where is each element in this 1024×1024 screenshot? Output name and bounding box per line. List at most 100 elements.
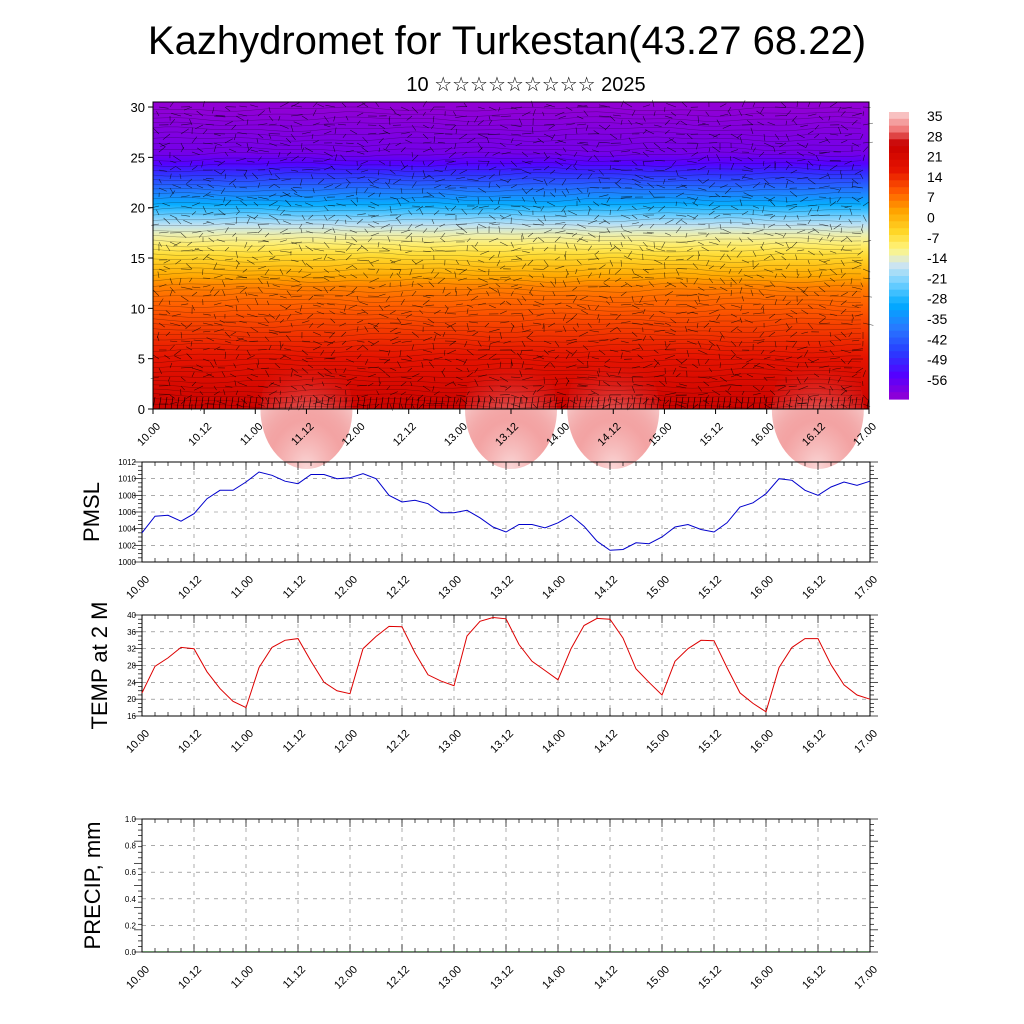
- wind-barb: [422, 295, 431, 299]
- wind-barb: [422, 385, 431, 392]
- wind-barb: [576, 173, 582, 180]
- wind-barb: [196, 184, 204, 189]
- wind-barb: [552, 291, 556, 297]
- wind-barb: [286, 151, 292, 156]
- wind-barb: [698, 303, 710, 306]
- wind-barb: [675, 258, 684, 261]
- surface-barb: [524, 396, 528, 410]
- wind-barb: [360, 245, 369, 252]
- wind-barb: [840, 169, 842, 175]
- wind-barb: [510, 184, 518, 189]
- wind-barb: [746, 120, 754, 126]
- wind-barb: [664, 232, 672, 236]
- wind-barb: [292, 187, 303, 189]
- wind-barb: [235, 337, 244, 342]
- precip-bar: [143, 951, 154, 952]
- wind-barb: [767, 223, 776, 228]
- wind-barb: [728, 111, 732, 117]
- wind-barb: [385, 181, 391, 189]
- wind-barb: [444, 213, 456, 216]
- wind-barb: [851, 142, 860, 147]
- wind-barb: [648, 205, 655, 211]
- wind-barb: [339, 375, 347, 378]
- wind-barb: [488, 343, 491, 351]
- wind-barb: [730, 319, 742, 324]
- wind-barb: [824, 282, 831, 288]
- wind-barb: [727, 106, 732, 113]
- wind-barb: [598, 104, 611, 108]
- wind-barb: [411, 304, 423, 308]
- wind-barb: [666, 282, 677, 288]
- wind-barb: [323, 165, 333, 171]
- y-tick-label: 20: [127, 695, 136, 704]
- colorbar-label: 7: [927, 189, 935, 205]
- wind-barb: [579, 295, 589, 301]
- wind-barb: [484, 151, 490, 157]
- wind-barb: [237, 113, 248, 117]
- wind-barb: [754, 364, 765, 369]
- wind-barb: [663, 178, 666, 185]
- surface-barb: [386, 396, 390, 410]
- precip-bar: [533, 951, 544, 952]
- wind-barb: [455, 358, 466, 363]
- wind-barb: [380, 223, 391, 229]
- wind-barb: [618, 367, 622, 375]
- wind-barb: [216, 401, 226, 405]
- wind-barb: [857, 250, 864, 256]
- wind-barb: [697, 340, 702, 348]
- wind-barb: [519, 370, 523, 378]
- wind-barb: [325, 104, 336, 108]
- wind-barb: [807, 259, 810, 265]
- x-tick-label: 14.00: [540, 964, 568, 992]
- wind-barb: [719, 263, 726, 270]
- wind-barb: [409, 268, 413, 276]
- wind-barb: [207, 184, 215, 189]
- precip-bar: [754, 951, 765, 952]
- wind-barb: [202, 191, 211, 198]
- surface-barb: [554, 396, 558, 410]
- wind-barb: [262, 239, 270, 243]
- wind-barb: [367, 223, 375, 228]
- wind-barb: [191, 231, 202, 234]
- wind-barb: [567, 210, 578, 216]
- wind-barb: [578, 384, 589, 387]
- wind-barb: [180, 331, 183, 339]
- wind-barb: [370, 201, 380, 207]
- wind-barb: [543, 165, 550, 171]
- wind-barb: [455, 106, 468, 108]
- wind-barb: [683, 201, 688, 207]
- surface-barb: [590, 396, 594, 410]
- wind-barb: [631, 214, 638, 220]
- wind-barb: [299, 223, 303, 229]
- wind-barb: [862, 154, 865, 162]
- wind-barb: [425, 295, 435, 297]
- wind-barb: [620, 241, 623, 248]
- wind-barb: [812, 227, 820, 234]
- wind-barb: [347, 376, 358, 381]
- wind-barb: [246, 146, 252, 153]
- wind-barb: [818, 313, 826, 317]
- wind-barb: [697, 241, 704, 246]
- wind-barb: [807, 207, 812, 216]
- precip-bar: [832, 951, 843, 952]
- wind-barb: [264, 232, 270, 238]
- wind-barb: [521, 169, 532, 175]
- wind-barb: [664, 166, 673, 171]
- wind-barb: [631, 178, 641, 184]
- wind-barb: [521, 205, 531, 211]
- wind-barb: [307, 364, 314, 369]
- wind-barb: [719, 223, 722, 230]
- wind-barb: [200, 403, 204, 412]
- wind-barb: [609, 313, 618, 315]
- wind-barb: [819, 151, 831, 155]
- wind-barb: [360, 169, 369, 173]
- wind-barb: [851, 290, 858, 297]
- x-tick-label: 11.00: [229, 574, 256, 601]
- wind-barb: [272, 284, 281, 288]
- wind-barb: [252, 172, 259, 180]
- surface-barb: [470, 396, 474, 410]
- wind-barb: [807, 130, 814, 135]
- wind-barb: [681, 101, 688, 108]
- wind-barb: [763, 285, 773, 288]
